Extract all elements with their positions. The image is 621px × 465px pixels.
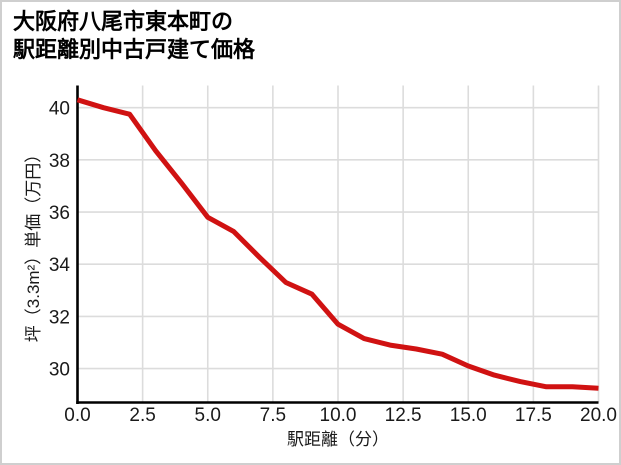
- x-tick-label: 12.5: [385, 405, 422, 426]
- chart-title: 大阪府八尾市東本町の 駅距離別中古戸建て価格: [13, 8, 255, 64]
- chart-title-line2: 駅距離別中古戸建て価格: [13, 37, 256, 62]
- y-tick-label: 30: [49, 360, 70, 381]
- y-tick-label: 38: [49, 151, 70, 172]
- y-tick-label: 34: [49, 255, 71, 276]
- y-tick-label: 32: [49, 307, 70, 328]
- y-tick-label: 40: [49, 99, 70, 120]
- x-tick-label: 7.5: [260, 405, 286, 426]
- y-tick-label: 36: [49, 203, 70, 224]
- x-tick-label: 5.0: [195, 405, 221, 426]
- x-tick-label: 15.0: [450, 405, 487, 426]
- price-line: [76, 97, 599, 391]
- chart-title-line1: 大阪府八尾市東本町の: [13, 9, 234, 34]
- x-tick-label: 2.5: [129, 405, 155, 426]
- y-axis-label: 坪（3.3m²）単価（万円）: [24, 146, 43, 342]
- x-tick-label: 17.5: [515, 405, 552, 426]
- x-tick-label: 0.0: [64, 405, 90, 426]
- x-axis-label: 駅距離（分）: [287, 430, 389, 449]
- x-tick-label: 20.0: [580, 405, 617, 426]
- x-tick-label: 10.0: [320, 405, 357, 426]
